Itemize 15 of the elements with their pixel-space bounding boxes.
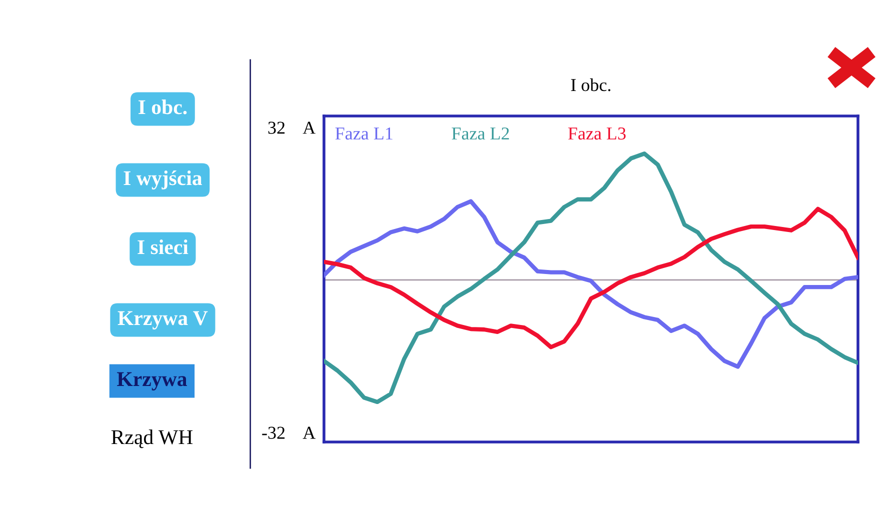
line-series — [324, 152, 858, 404]
text: Faza L1 — [335, 128, 392, 140]
text: Rząd WH — [111, 430, 193, 448]
text: Krzywa V — [118, 311, 208, 330]
text: Faza L3 — [568, 127, 626, 140]
text: I sieci — [138, 240, 188, 254]
line-series — [324, 206, 858, 350]
text: I wyjścia — [124, 170, 202, 190]
text: I obc. — [138, 100, 187, 114]
y-tick-label: 32 A — [268, 122, 316, 134]
text: Faza L2 — [452, 127, 509, 140]
line-series — [324, 199, 858, 369]
y-tick-label: -32 A — [262, 426, 316, 439]
text: Krzywa — [117, 372, 187, 390]
chart-title: I obc. — [571, 78, 610, 92]
